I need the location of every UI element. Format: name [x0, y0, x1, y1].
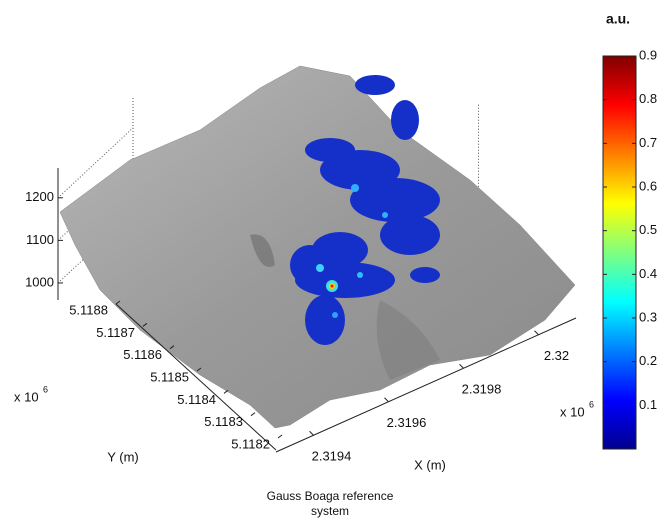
x-tick: [460, 364, 464, 368]
y-tick-label: 5.1184: [177, 392, 216, 407]
y-tick-label: 5.1182: [231, 436, 270, 451]
colorbar-label: a.u.: [606, 11, 630, 27]
z-tick-label: 1200: [25, 189, 54, 204]
chart: 1000 1100 1200 5.1182 5.1183 5.1184 5.1185 5.11…: [0, 0, 660, 525]
x-offset: x 10: [560, 404, 585, 419]
caption: system: [311, 504, 349, 518]
colorbar-tick-label: 0.3: [639, 309, 657, 324]
colorbar-tick-label: 0.2: [639, 353, 657, 368]
x-tick: [535, 331, 539, 335]
x-tick-label: 2.3196: [387, 415, 427, 430]
colorbar-tick-label: 0.1: [639, 397, 657, 412]
x-tick: [310, 431, 314, 435]
colorbar-tick-label: 0.5: [639, 222, 657, 237]
colorbar-tick-label: 0.9: [639, 47, 657, 62]
z-tick-label: 1100: [26, 232, 54, 247]
colorbar-tick-label: 0.7: [639, 135, 657, 150]
y-tick-label: 5.1185: [150, 369, 189, 384]
y-tick-label: 5.1188: [69, 302, 108, 317]
x-tick-label: 2.3198: [462, 382, 502, 397]
y-offset-exponent: 6: [43, 384, 48, 394]
y-tick: [251, 413, 255, 416]
y-tick-label: 5.1183: [204, 414, 243, 429]
colorbar-tick-label: 0.4: [639, 266, 657, 281]
colorbar: [603, 56, 636, 449]
caption: Gauss Boaga reference: [267, 489, 394, 503]
x-tick: [385, 398, 389, 402]
colorbar-tick-label: 0.6: [639, 178, 657, 193]
x-tick-label: 2.32: [544, 348, 569, 363]
y-offset: x 10: [14, 389, 39, 404]
y-tick-label: 5.1186: [123, 347, 162, 362]
x-axis-label: X (m): [414, 457, 446, 472]
x-tick-label: 2.3194: [312, 449, 352, 464]
z-tick-label: 1000: [25, 274, 54, 289]
colorbar-tick-label: 0.8: [639, 91, 657, 106]
y-axis-label: Y (m): [107, 449, 139, 464]
page: {"chart_data": { "type": "surface3d", "c…: [0, 0, 660, 525]
y-tick: [278, 435, 282, 438]
x-offset-exponent: 6: [589, 399, 594, 409]
y-tick-label: 5.1187: [96, 325, 135, 340]
